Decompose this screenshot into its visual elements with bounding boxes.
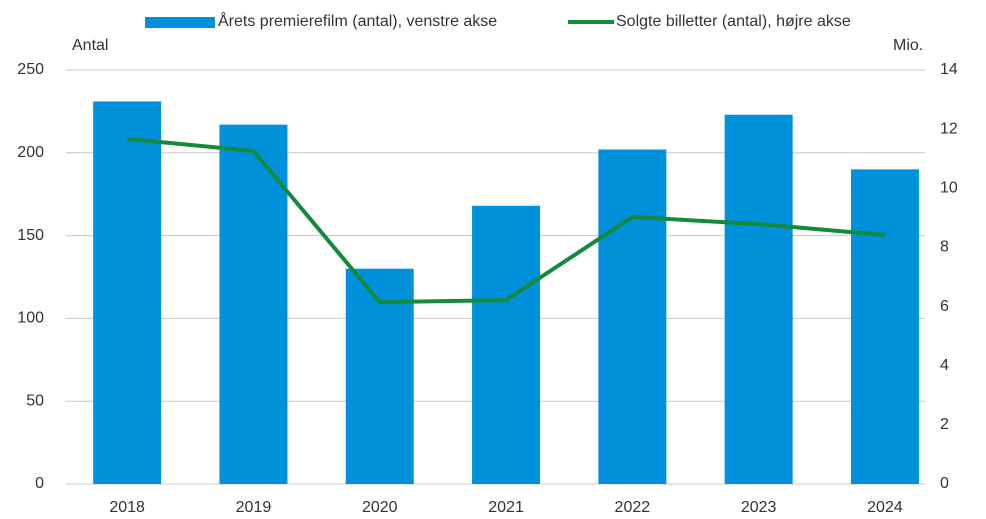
y-tick-label: 0	[35, 475, 44, 492]
bar	[472, 205, 541, 485]
y-tick-label: 100	[17, 310, 44, 327]
bar	[850, 169, 919, 485]
y-tick-label: 150	[17, 227, 44, 244]
y-tick-label: 200	[17, 144, 44, 161]
y2-tick-label: 12	[940, 120, 958, 137]
legend-label: Årets premierefilm (antal), venstre akse	[218, 11, 497, 30]
y-tick-label: 50	[26, 392, 44, 409]
y2-axis-label: Mio.	[893, 37, 923, 54]
x-tick-label: 2020	[362, 499, 398, 516]
bar	[598, 149, 667, 484]
bar	[93, 101, 162, 485]
y2-tick-label: 6	[940, 298, 949, 315]
y2-tick-label: 10	[940, 180, 958, 197]
x-tick-label: 2024	[867, 499, 903, 516]
bar	[345, 268, 414, 484]
legend-label: Solgte billetter (antal), højre akse	[616, 13, 851, 30]
x-tick-label: 2022	[615, 499, 651, 516]
line-series	[126, 136, 886, 305]
x-tick-label: 2021	[488, 499, 524, 516]
y-tick-label: 250	[17, 61, 44, 78]
y2-tick-label: 0	[940, 475, 949, 492]
y2-tick-label: 4	[940, 357, 949, 374]
y-axis-label: Antal	[72, 37, 108, 54]
y2-tick-label: 8	[940, 239, 949, 256]
y2-tick-label: 14	[940, 61, 958, 78]
x-tick-label: 2019	[236, 499, 272, 516]
legend-swatch	[145, 17, 215, 28]
bar	[219, 124, 288, 484]
x-tick-label: 2018	[109, 499, 145, 516]
x-tick-label: 2023	[741, 499, 777, 516]
y2-tick-label: 2	[940, 416, 949, 433]
bar	[724, 114, 793, 484]
